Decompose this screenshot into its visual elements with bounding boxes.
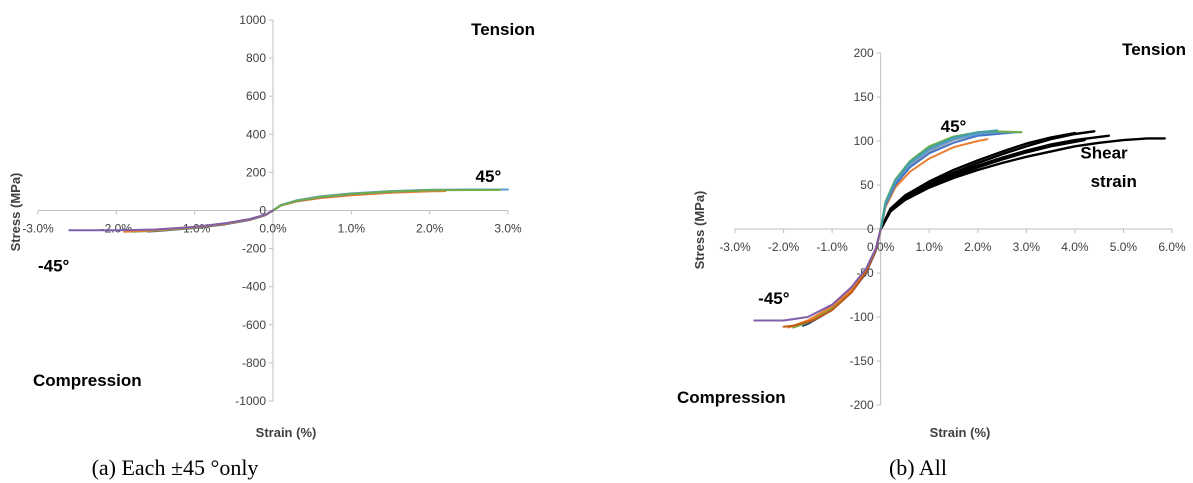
y-axis-title: Stress (MPa) xyxy=(692,191,707,270)
y-tick-label: -600 xyxy=(242,318,266,332)
annotation-label: Tension xyxy=(471,20,535,39)
annotation-label: Compression xyxy=(677,388,786,407)
annotation-label: 45° xyxy=(476,167,502,186)
x-tick-label: 6.0% xyxy=(1158,240,1186,254)
series-line xyxy=(879,134,1111,231)
y-tick-label: -100 xyxy=(850,310,874,324)
series-line xyxy=(68,209,274,232)
annotation-label: Shear xyxy=(1080,144,1128,163)
annotation-label: strain xyxy=(1091,172,1137,191)
y-tick-label: 1000 xyxy=(239,13,266,27)
y-tick-label: 0 xyxy=(867,222,874,236)
x-tick-label: -3.0% xyxy=(22,222,54,236)
x-tick-label: 1.0% xyxy=(916,240,944,254)
series-line xyxy=(753,228,882,322)
x-tick-label: 3.0% xyxy=(1013,240,1041,254)
chart-a: 1000 800 600 400 200 0 -200 -400 -600 -800 -1000 -3… xyxy=(8,13,535,480)
x-tick-label: -1.0% xyxy=(816,240,848,254)
y-tick-label: -200 xyxy=(850,398,874,412)
x-axis-title: Strain (%) xyxy=(256,425,317,440)
x-tick-label: -2.0% xyxy=(101,222,133,236)
y-tick-label: 400 xyxy=(246,127,266,141)
annotation-label: 45° xyxy=(941,117,967,136)
y-tick-label: 0 xyxy=(259,204,266,218)
y-tick-label: 800 xyxy=(246,51,266,65)
y-tick-label: 200 xyxy=(854,46,874,60)
x-tick-label: -2.0% xyxy=(768,240,800,254)
y-tick-label: 600 xyxy=(246,89,266,103)
y-tick-label: 150 xyxy=(854,90,874,104)
x-tick-label: 5.0% xyxy=(1110,240,1138,254)
x-tick-label: -3.0% xyxy=(719,240,751,254)
annotation-label: -45° xyxy=(38,256,70,275)
x-tick-label: 2.0% xyxy=(416,222,444,236)
x-tick-label: 2.0% xyxy=(964,240,992,254)
series-line xyxy=(272,188,502,212)
annotation-label: Tension xyxy=(1122,40,1186,59)
x-axis-title: Strain (%) xyxy=(930,425,991,440)
y-tick-label: -200 xyxy=(242,242,266,256)
annotation-label: Compression xyxy=(33,371,142,390)
series-line xyxy=(879,131,1077,231)
y-axis-title: Stress (MPa) xyxy=(8,173,23,252)
y-tick-label: 100 xyxy=(854,134,874,148)
y-tick-label: -400 xyxy=(242,280,266,294)
x-tick-label: 0.0% xyxy=(259,222,287,236)
x-tick-label: 3.0% xyxy=(494,222,522,236)
figure-caption: (a) Each ±45 °only xyxy=(92,455,259,480)
y-tick-label: 200 xyxy=(246,165,266,179)
x-tick-label: 1.0% xyxy=(338,222,366,236)
annotation-label: -45° xyxy=(758,289,790,308)
series-line xyxy=(879,138,1086,231)
y-tick-label: -800 xyxy=(242,356,266,370)
x-tick-label: 4.0% xyxy=(1061,240,1089,254)
x-tick-label: 0.0% xyxy=(867,240,895,254)
y-tick-label: 50 xyxy=(860,178,874,192)
y-tick-label: -150 xyxy=(850,354,874,368)
series-line xyxy=(879,129,999,230)
figure-caption: (b) All xyxy=(889,455,947,480)
y-tick-label: -1000 xyxy=(235,394,266,408)
series-line xyxy=(879,130,1096,231)
